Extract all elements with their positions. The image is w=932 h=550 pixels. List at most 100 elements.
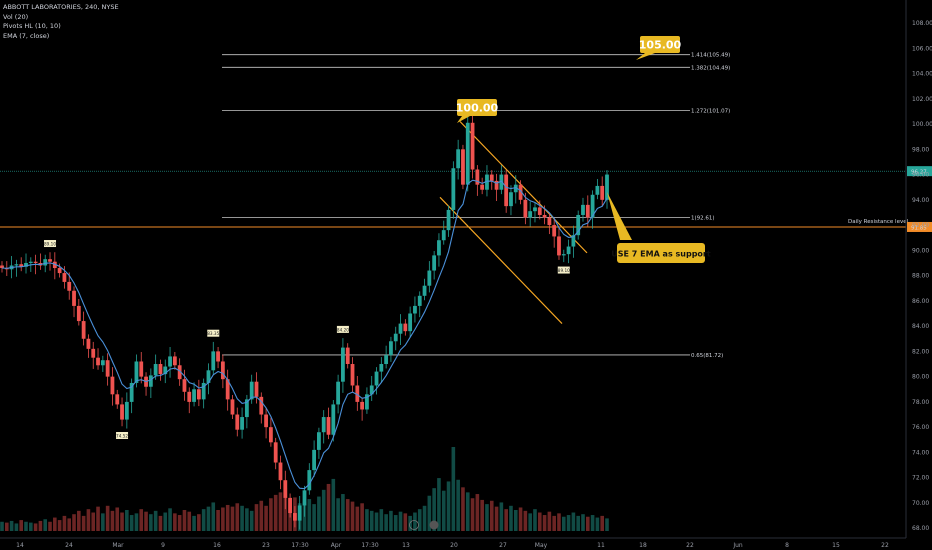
volume-bar — [177, 515, 182, 531]
volume-bars — [0, 447, 609, 531]
pivot-label-text: 89.10 — [558, 268, 570, 273]
price-tick-label: 78.00 — [912, 399, 929, 406]
candle-body — [67, 281, 72, 291]
volume-bar — [120, 512, 124, 531]
volume-bar — [29, 522, 33, 531]
candle-body — [129, 382, 134, 402]
annotations[interactable]: 100.00 105.00 USE 7 EMA as support — [409, 36, 711, 530]
volume-bar — [537, 512, 542, 531]
candle-body — [124, 401, 129, 420]
candle-body — [254, 381, 259, 397]
candle-body — [62, 273, 67, 282]
pivot-label-text: 89.10 — [44, 242, 56, 247]
volume-bar — [134, 513, 139, 531]
price-tick-label: 74.00 — [912, 449, 929, 456]
ema-7-path — [1, 179, 608, 490]
volume-bar — [96, 506, 100, 531]
symbol-title[interactable]: ABBOTT LABORATORIES, 240, NYSE — [3, 3, 119, 11]
volume-bar — [173, 513, 177, 531]
volume-bar — [393, 515, 398, 531]
volume-bar — [105, 505, 110, 531]
candle-body — [566, 246, 571, 255]
channel-lower-line — [439, 196, 563, 325]
time-tick-label: 13 — [402, 542, 410, 549]
pivots-indicator[interactable]: Pivots HL (10, 10) — [3, 22, 61, 30]
candle-body — [461, 149, 465, 185]
price-tick-label: 72.00 — [912, 475, 929, 482]
price-tick-label: 80.00 — [912, 374, 929, 381]
volume-bar — [235, 503, 240, 531]
volume-bar — [0, 521, 4, 531]
fib-extension-levels[interactable]: 1.414(105.49) 1.382(104.49) 1.272(101.07) 1… — [222, 53, 730, 359]
ema-indicator[interactable]: EMA (7, close) — [3, 31, 50, 40]
candle-body — [211, 351, 216, 371]
candle-body — [451, 168, 456, 210]
candle-body — [326, 417, 331, 435]
candle-body — [345, 347, 350, 365]
volume-bar — [509, 505, 513, 531]
candle-body — [441, 230, 446, 241]
volume-bar — [441, 490, 446, 531]
candle-body — [163, 366, 168, 375]
candle-body — [33, 261, 38, 263]
time-tick-label: 15 — [832, 542, 840, 549]
callout-105-box — [640, 36, 680, 53]
volume-bar — [427, 495, 432, 531]
candle-body — [389, 341, 393, 356]
volume-bar — [384, 514, 388, 531]
volume-bar — [168, 508, 172, 531]
price-tick-label: 88.00 — [912, 273, 929, 280]
volume-bar — [403, 513, 408, 531]
pivot-label-box — [336, 325, 349, 333]
volume-bar — [53, 517, 57, 531]
volume-bar — [518, 507, 523, 531]
time-axis[interactable]: 14 24 Mar 9 16 23 17:30 Apr 17:30 13 20 27 May 11 18 22… — [0, 537, 906, 549]
price-axis[interactable]: 108.00 106.00 104.00 102.00 100.00 98.00 96.00… — [905, 0, 932, 538]
candle-body — [465, 122, 470, 185]
candle-body — [393, 333, 398, 342]
volume-bar — [48, 521, 52, 531]
volume-bar — [494, 506, 499, 531]
candle-body — [595, 185, 600, 195]
volume-bar — [264, 505, 268, 531]
time-tick-label: May — [535, 542, 548, 549]
volume-bar — [389, 510, 393, 531]
volume-bar — [211, 502, 216, 531]
volume-bar — [307, 499, 312, 531]
time-tick-label: 22 — [881, 542, 889, 549]
ema-note-pointer — [607, 192, 632, 240]
volume-bar — [115, 507, 120, 531]
candle-body — [585, 204, 590, 218]
volume-bar — [38, 520, 43, 531]
time-tick-label: 9 — [161, 542, 165, 549]
volume-bar — [14, 523, 19, 531]
time-tick-label: 17:30 — [361, 542, 378, 549]
candle-body — [283, 480, 288, 498]
candle-body — [259, 396, 264, 415]
price-tick-label: 90.00 — [912, 247, 929, 254]
volume-bar — [110, 510, 115, 531]
candle-body — [115, 394, 120, 405]
volume-bar — [283, 488, 288, 531]
descending-channel[interactable] — [439, 121, 588, 325]
candle-body — [72, 290, 76, 306]
volume-bar — [470, 498, 475, 531]
volume-bar — [557, 513, 561, 531]
volume-bar — [422, 505, 427, 531]
candle-body — [475, 169, 480, 185]
candle-body — [96, 357, 100, 366]
candle-body — [105, 360, 110, 377]
candle-body — [14, 264, 19, 266]
volume-bar — [499, 502, 504, 531]
candle-body — [513, 184, 518, 193]
candle-body — [148, 375, 153, 387]
candle-body — [499, 174, 504, 190]
volume-bar — [149, 514, 153, 531]
candle-body — [28, 261, 33, 263]
volume-bar — [350, 501, 355, 531]
candle-body — [0, 265, 4, 269]
vol-indicator[interactable]: Vol (20) — [3, 12, 29, 21]
volume-bar — [62, 515, 67, 531]
candle-body — [201, 382, 206, 400]
